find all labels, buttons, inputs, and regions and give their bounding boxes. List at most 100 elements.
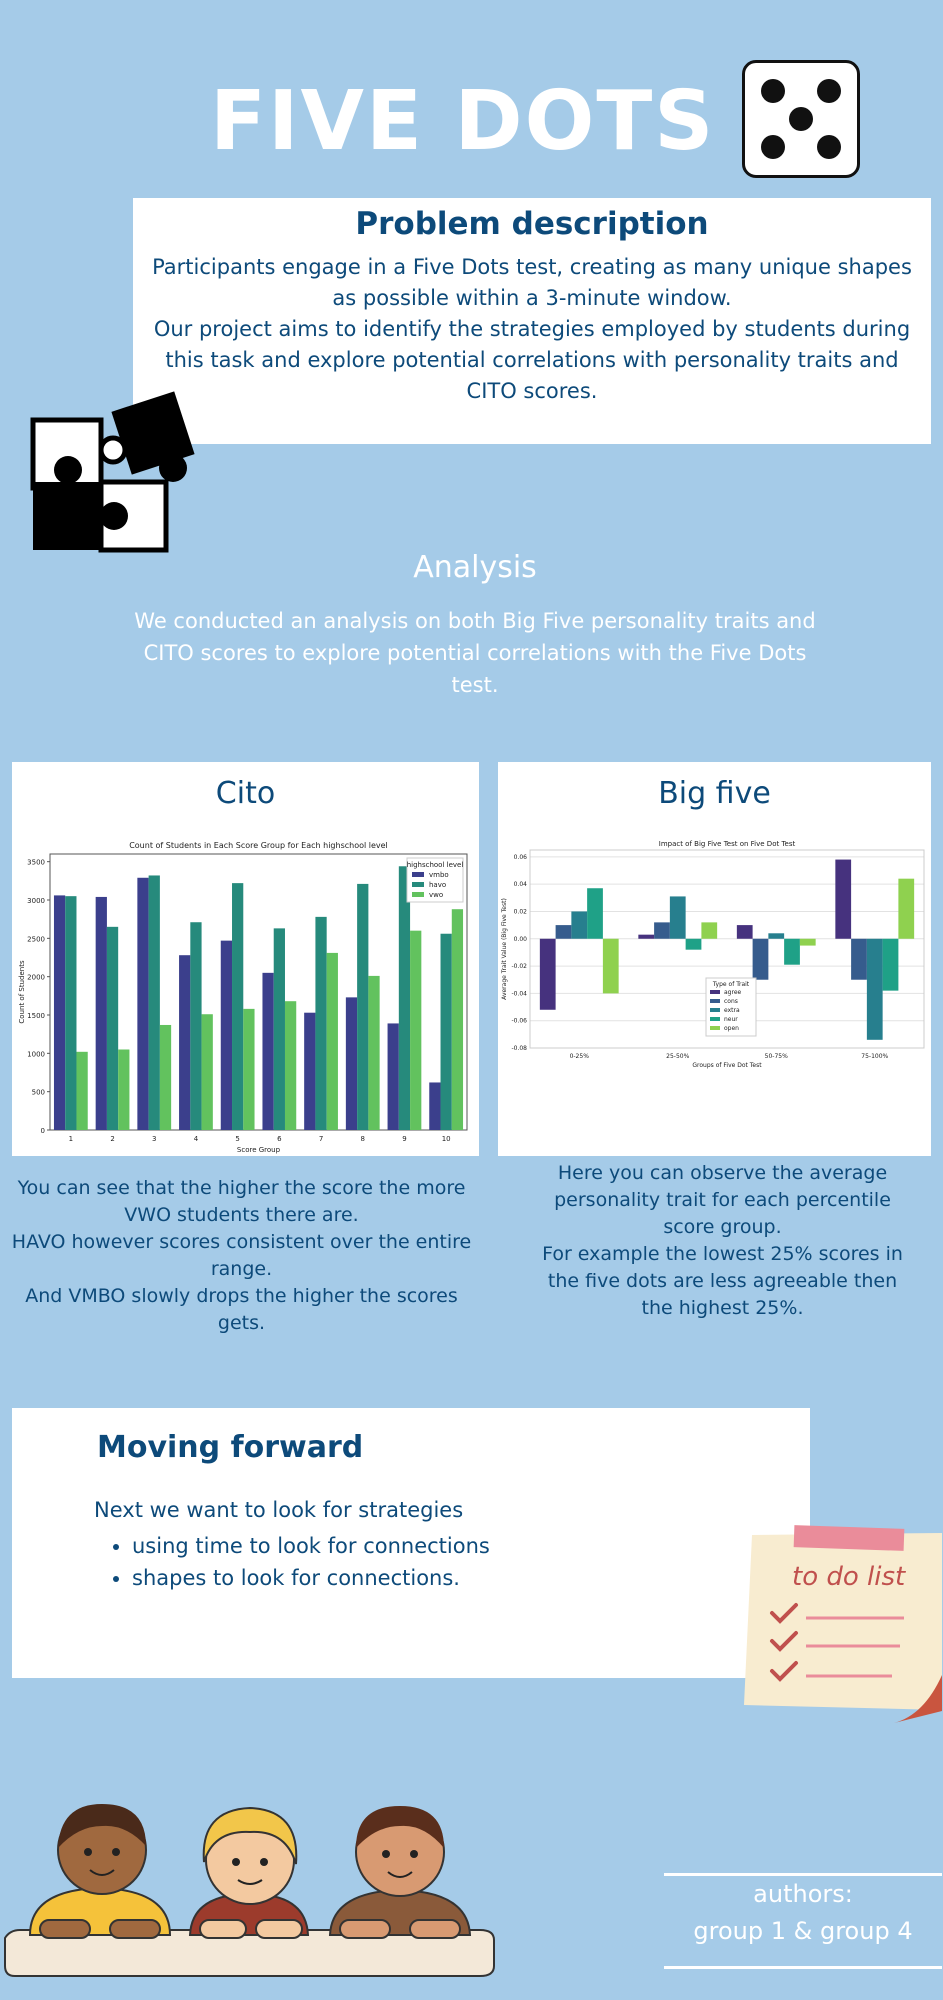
y-tick-label: 0.04	[514, 881, 528, 888]
children-illustration	[4, 1804, 495, 1977]
bar-vmbo	[304, 1012, 316, 1130]
problem-paragraph-2: Our project aims to identify the strateg…	[153, 317, 911, 403]
problem-heading: Problem description	[355, 206, 709, 242]
x-tick-label: 3	[152, 1135, 156, 1143]
plot-frame	[49, 853, 468, 1131]
legend-label: open	[724, 1025, 739, 1032]
cito-caption-line-3: And VMBO slowly drops the higher the sco…	[25, 1285, 458, 1334]
cito-chart: Count of Students in Each Score Group fo…	[18, 841, 468, 1154]
bigfive-chart: Impact of Big Five Test on Five Dot Test…	[501, 840, 925, 1069]
analysis-body: We conducted an analysis on both Big Fiv…	[134, 609, 816, 697]
problem-paragraph-1: Participants engage in a Five Dots test,…	[152, 255, 912, 310]
cito-caption: You can see that the higher the score th…	[10, 1175, 473, 1337]
x-tick-label: 8	[361, 1135, 365, 1143]
bar-havo	[273, 928, 285, 1130]
cito-heading: Cito	[215, 776, 276, 811]
bar-vmbo	[387, 1023, 399, 1130]
bar-vwo	[118, 1049, 130, 1130]
puzzle-icon	[30, 391, 195, 553]
bar-agree	[835, 859, 852, 939]
bar-vmbo	[429, 1082, 441, 1130]
x-tick-label: 2	[110, 1135, 114, 1143]
y-tick-label: -0.02	[511, 963, 527, 970]
bar-vmbo	[53, 895, 66, 1130]
legend-swatch	[412, 882, 424, 887]
bar-havo	[65, 896, 77, 1130]
authors-names: group 1 & group 4	[693, 1917, 913, 1945]
legend-swatch	[710, 1017, 720, 1021]
x-tick-label: 1	[69, 1135, 73, 1143]
bar-neur	[784, 938, 800, 965]
legend-swatch	[710, 999, 720, 1003]
plot-frame	[529, 849, 925, 1049]
bar-vwo	[326, 952, 338, 1130]
y-tick-label: 0.02	[514, 908, 528, 915]
x-axis-label: Score Group	[237, 1146, 281, 1154]
bar-havo	[315, 916, 327, 1130]
cito-caption-line-2: HAVO however scores consistent over the …	[11, 1231, 472, 1280]
authors-block: authors: group 1 & group 4	[664, 1873, 942, 1969]
cito-panel: Cito Count of Students in Each Score Gro…	[12, 762, 479, 1156]
legend-label: cons	[724, 998, 738, 1005]
bar-havo	[357, 883, 369, 1130]
bar-vwo	[284, 1001, 297, 1130]
bar-cons	[555, 925, 572, 939]
y-tick-label: 2500	[27, 935, 45, 943]
bar-vmbo	[95, 896, 107, 1130]
bar-havo	[440, 933, 452, 1130]
bar-neur	[685, 938, 702, 950]
bigfive-caption: Here you can observe the average persona…	[535, 1160, 910, 1322]
title-banner: FIVE DOTS	[0, 66, 943, 176]
analysis-section: Analysis We conducted an analysis on bot…	[120, 550, 830, 701]
y-tick-label: 1000	[27, 1050, 45, 1058]
legend-label: extra	[724, 1007, 740, 1014]
bar-open	[602, 938, 619, 994]
x-tick-label: 7	[319, 1135, 323, 1143]
todo-note-icon: to do list	[744, 1525, 942, 1723]
x-tick-label: 75-100%	[861, 1053, 888, 1060]
y-tick-label: 3500	[27, 859, 45, 867]
bar-agree	[638, 934, 655, 939]
x-tick-label: 9	[402, 1135, 406, 1143]
y-tick-label: -0.08	[511, 1045, 527, 1052]
y-axis-label: Count of Students	[18, 960, 26, 1024]
bar-extra	[768, 933, 785, 939]
y-tick-label: -0.06	[511, 1018, 527, 1025]
x-tick-label: 25-50%	[666, 1053, 689, 1060]
y-tick-label: 3000	[27, 897, 45, 905]
y-axis-label: Average Trait Value (Big Five Test)	[501, 898, 508, 1000]
bigfive-panel: Big five Impact of Big Five Test on Five…	[498, 762, 931, 1156]
bar-open	[701, 922, 718, 939]
bar-vmbo	[137, 877, 149, 1130]
bar-vwo	[451, 909, 464, 1130]
todo-label: to do list	[792, 1562, 906, 1592]
legend-swatch	[710, 1026, 720, 1030]
legend-label: vwo	[429, 891, 443, 899]
bar-vmbo	[220, 940, 233, 1130]
bar-vwo	[76, 1051, 88, 1130]
bar-vwo	[201, 1014, 213, 1130]
bar-extra	[571, 911, 588, 939]
moving-forward-intro: Next we want to look for strategies	[94, 1498, 464, 1522]
legend-title: highschool level	[407, 861, 464, 869]
bar-havo	[148, 875, 160, 1130]
y-tick-label: 500	[32, 1089, 45, 1097]
moving-forward-heading: Moving forward	[97, 1430, 364, 1465]
moving-forward-list: using time to look for connections shape…	[94, 1530, 490, 1594]
authors-label: authors:	[753, 1880, 853, 1908]
legend-swatch	[412, 872, 424, 877]
chart-title: Impact of Big Five Test on Five Dot Test	[659, 840, 796, 848]
y-tick-label: 0.06	[514, 854, 528, 861]
bigfive-caption-line-2: For example the lowest 25% scores in the…	[542, 1243, 903, 1319]
bar-vmbo	[345, 997, 358, 1130]
bigfive-heading: Big five	[658, 776, 771, 811]
bar-havo	[190, 922, 202, 1130]
problem-card: Problem description Participants engage …	[133, 198, 931, 444]
legend-title: Type of Trait	[712, 981, 750, 988]
kid-right	[328, 1806, 472, 1939]
bigfive-caption-line-1: Here you can observe the average persona…	[554, 1162, 891, 1238]
bar-agree	[539, 938, 556, 1010]
x-tick-label: 4	[194, 1135, 199, 1143]
x-tick-label: 5	[235, 1135, 239, 1143]
bar-havo	[106, 926, 119, 1130]
